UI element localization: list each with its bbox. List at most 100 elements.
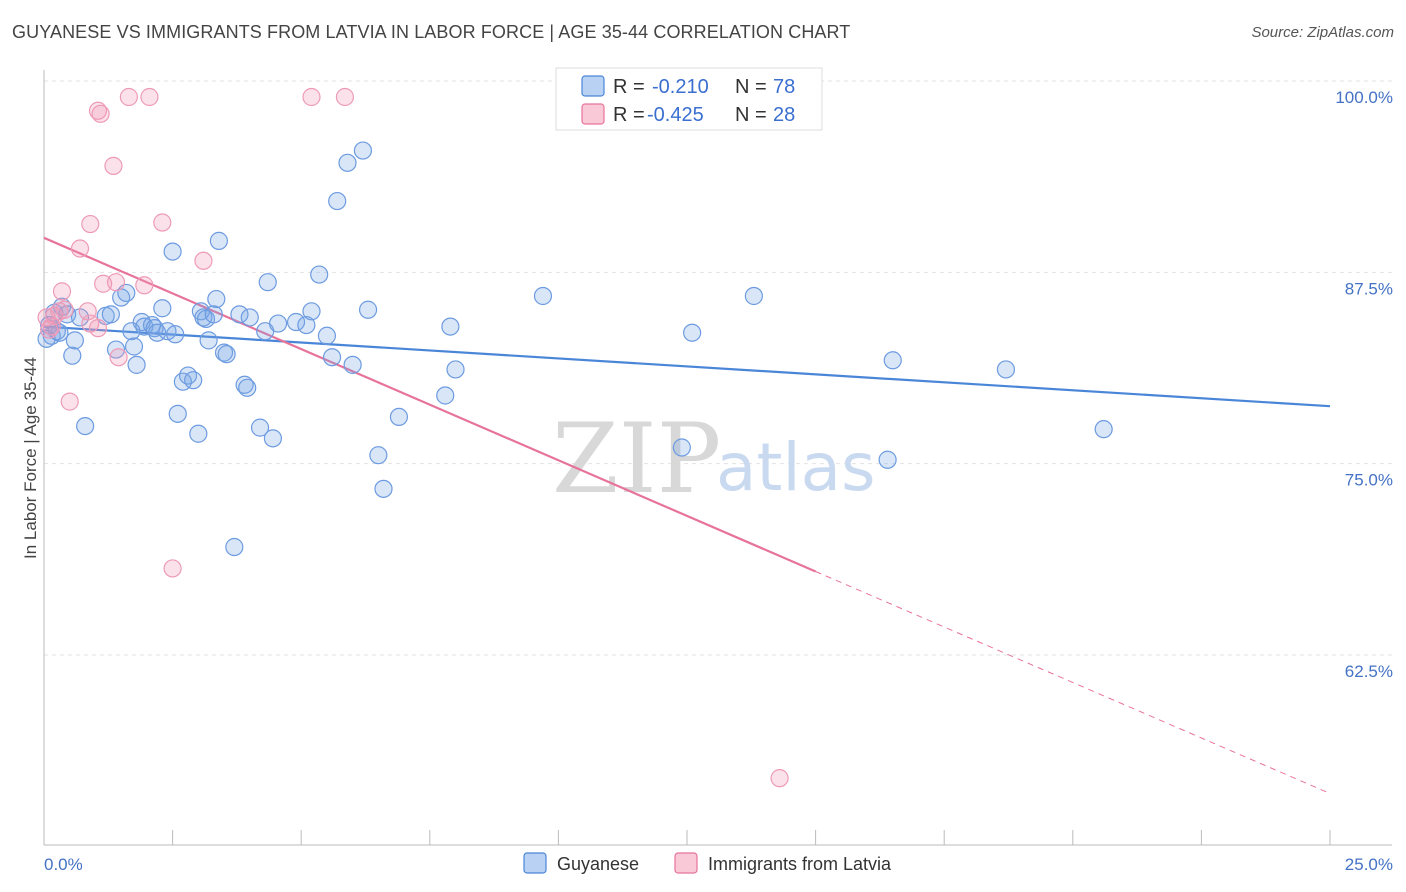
point-0-65 — [436, 386, 455, 405]
point-1-27 — [55, 300, 74, 319]
point-0-71 — [744, 286, 763, 306]
legend-n-value-1: 78 — [773, 76, 795, 98]
point-0-27 — [168, 404, 187, 423]
point-0-61 — [358, 300, 378, 319]
point-1-20 — [140, 87, 159, 107]
point-1-24 — [302, 87, 321, 107]
legend-bottom-swatch-latvia — [674, 852, 698, 874]
point-0-46 — [250, 418, 270, 437]
point-0-54 — [310, 265, 329, 284]
point-1-25 — [335, 87, 355, 107]
point-0-52 — [297, 315, 316, 335]
point-0-9 — [76, 416, 95, 436]
source-credit: Source: ZipAtlas.com — [1251, 24, 1394, 41]
point-0-75 — [1094, 420, 1113, 439]
point-0-59 — [343, 355, 362, 374]
data-points — [37, 87, 1113, 788]
point-1-21 — [153, 213, 172, 232]
point-0-36 — [204, 305, 223, 324]
point-1-15 — [104, 156, 123, 175]
point-0-74 — [996, 360, 1016, 379]
point-0-62 — [369, 446, 388, 465]
point-1-12 — [88, 101, 108, 120]
y-tick-label-2: 87.5% — [1345, 279, 1393, 298]
point-0-56 — [322, 348, 342, 367]
trend-line-1 — [43, 236, 817, 573]
legend-bottom-label-latvia: Immigrants from Latvia — [708, 854, 892, 874]
point-0-17 — [127, 355, 146, 374]
point-1-2 — [42, 317, 61, 336]
watermark-atlas: atlas — [716, 429, 876, 506]
point-1-11 — [88, 319, 108, 338]
point-0-26 — [166, 325, 185, 344]
point-1-7 — [70, 239, 90, 258]
point-0-41 — [225, 537, 244, 557]
point-0-67 — [441, 317, 460, 336]
legend-n-value-2: 28 — [773, 104, 795, 126]
point-0-45 — [240, 308, 259, 327]
legend-swatch-guyanese — [581, 75, 605, 97]
point-0-37 — [207, 289, 226, 309]
point-0-57 — [328, 191, 347, 211]
y-tick-label-0: 62.5% — [1345, 662, 1393, 681]
y-tick-label-1: 75.0% — [1345, 471, 1393, 490]
x-tick-label-0: 0.0% — [44, 855, 83, 874]
legend-r-label-1: R = — [613, 76, 645, 98]
point-1-23 — [194, 251, 213, 270]
point-0-42 — [230, 305, 249, 324]
point-1-16 — [106, 273, 126, 292]
legend-r-label-2: R = — [613, 104, 645, 126]
point-1-6 — [60, 392, 79, 411]
trend-line-dashed-1 — [815, 571, 1331, 794]
point-0-38 — [209, 231, 228, 250]
x-tick-labels: 0.0% 25.0% — [44, 855, 1393, 874]
legend-r-value-1: -0.210 — [652, 76, 709, 98]
point-0-30 — [184, 371, 203, 390]
point-0-16 — [124, 337, 144, 356]
legend-r-value-2: -0.425 — [647, 104, 704, 126]
point-0-35 — [199, 331, 218, 350]
point-0-23 — [153, 299, 172, 318]
point-0-70 — [683, 323, 702, 342]
watermark: ZIP atlas — [552, 403, 876, 515]
point-0-69 — [672, 438, 691, 457]
point-0-53 — [302, 302, 321, 321]
watermark-zip: ZIP — [552, 403, 721, 515]
legend-bottom-swatch-guyanese — [523, 852, 547, 874]
point-0-58 — [338, 153, 357, 172]
point-0-73 — [878, 450, 897, 469]
point-1-1 — [40, 320, 59, 339]
point-0-64 — [389, 407, 409, 427]
grid-lines — [44, 80, 1392, 656]
y-axis-label: In Labor Force | Age 35-44 — [21, 357, 40, 559]
point-0-11 — [101, 305, 120, 324]
point-0-63 — [374, 479, 393, 498]
point-0-72 — [883, 351, 902, 370]
point-0-7 — [65, 331, 84, 350]
legend-n-label-1: N = — [735, 76, 767, 98]
legend-bottom: Guyanese Immigrants from Latvia — [523, 852, 892, 874]
point-0-51 — [286, 312, 306, 332]
point-0-49 — [263, 429, 283, 448]
legend-swatch-latvia — [581, 103, 605, 125]
y-tick-label-3: 100.0% — [1335, 88, 1393, 107]
point-1-26 — [770, 769, 789, 788]
axes — [43, 70, 1392, 846]
point-0-6 — [63, 346, 82, 365]
point-1-17 — [109, 348, 128, 367]
point-0-43 — [235, 375, 254, 394]
x-tick-label-1: 25.0% — [1345, 855, 1393, 874]
point-0-48 — [258, 273, 277, 292]
legend-top: R = -0.210 N = 78 R = -0.425 N = 28 — [555, 67, 823, 131]
point-1-13 — [91, 104, 110, 123]
point-0-68 — [533, 286, 553, 306]
point-0-44 — [238, 378, 257, 397]
point-0-31 — [189, 424, 208, 443]
point-1-5 — [52, 282, 72, 301]
point-1-10 — [81, 214, 100, 234]
point-0-66 — [446, 360, 465, 379]
point-0-50 — [268, 314, 288, 333]
legend-n-label-2: N = — [735, 104, 767, 126]
point-0-25 — [163, 242, 182, 261]
